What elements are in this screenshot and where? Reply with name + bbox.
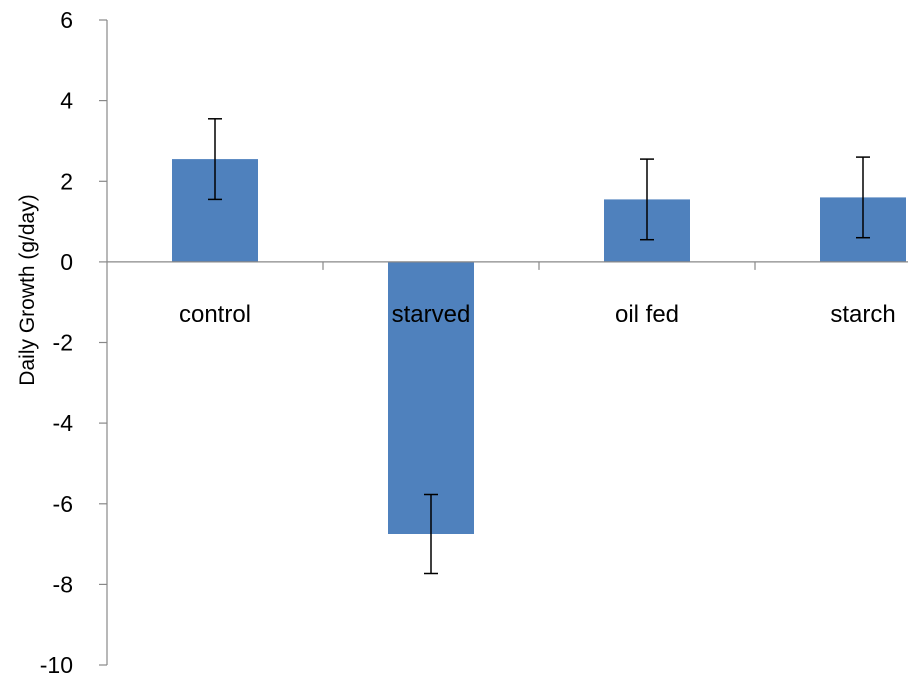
x-tick-label: control [179,301,251,328]
y-tick-label: 2 [60,168,73,194]
bars-layer [172,159,906,534]
y-axis-title: Daily Growth (g/day) [16,194,39,385]
error-bar-starch [856,156,870,239]
error-bar-starved [424,493,438,575]
y-tick-label: 4 [60,88,73,114]
error-bar-control [208,118,222,201]
y-tick-label: 6 [60,7,73,33]
x-tick-label: oil fed [615,301,679,328]
y-tick-label: -4 [53,410,74,436]
y-tick-label: -6 [53,491,73,517]
error-bars-layer [208,118,870,575]
y-tick-label: -10 [40,652,73,676]
x-tick-label: starved [392,301,471,328]
axes-layer [99,19,908,666]
error-bar-oil-fed [640,158,654,241]
y-tick-label: -8 [53,571,73,597]
y-tick-label: -2 [53,330,73,356]
x-tick-label: starch [830,301,895,328]
bar-starved [388,261,474,534]
labels-layer: control starved oil fed starch 6 4 2 0 -2 -4 -6 -8 -… [40,7,896,678]
y-tick-label: 0 [60,249,73,275]
